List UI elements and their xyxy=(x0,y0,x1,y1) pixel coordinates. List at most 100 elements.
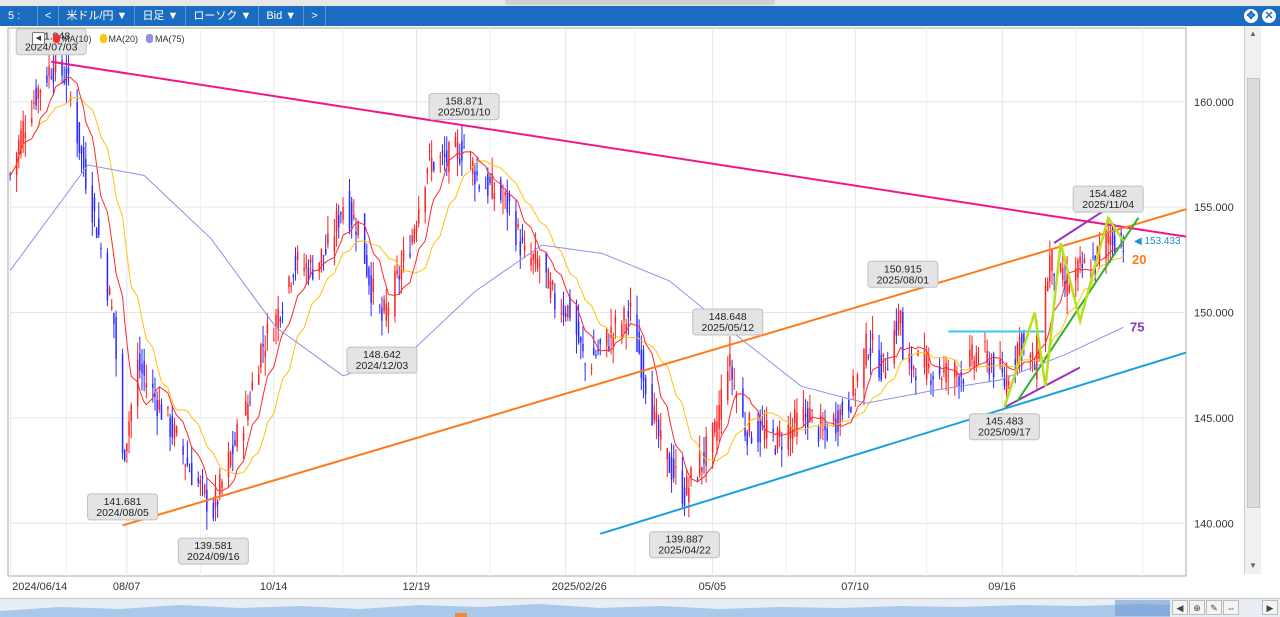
candle-body xyxy=(560,313,563,315)
ma20-line xyxy=(9,96,1124,475)
move-icon[interactable]: ✥ xyxy=(1244,9,1258,23)
candle-body xyxy=(474,171,476,185)
candle-body xyxy=(856,374,859,382)
back-button[interactable]: < xyxy=(38,6,60,26)
candle-body xyxy=(564,313,567,317)
candle-body xyxy=(199,479,202,485)
candle-body xyxy=(971,344,973,360)
candle-body xyxy=(1090,275,1092,277)
candle-body xyxy=(826,428,828,440)
scroll-left-icon[interactable]: ◀ xyxy=(1172,600,1188,615)
scroll-down-icon[interactable]: ▼ xyxy=(1249,561,1257,570)
candle-body xyxy=(216,501,219,505)
ma75-line xyxy=(9,164,1124,404)
candle-body xyxy=(461,140,463,161)
legend-collapse-button[interactable]: ◀ xyxy=(32,32,45,45)
trendline-resistance xyxy=(51,60,1187,238)
candle-body xyxy=(930,380,932,385)
candle-body xyxy=(819,415,822,425)
candle-body xyxy=(962,380,965,384)
candle-body xyxy=(938,365,941,376)
symbol-dropdown[interactable]: 米ドル/円 ▼ xyxy=(59,6,136,26)
candle-body xyxy=(895,321,898,336)
x-tick-label: 08/07 xyxy=(113,581,141,593)
scroll-right-icon[interactable]: ▶ xyxy=(1262,600,1278,615)
candle-body xyxy=(98,218,100,236)
scrollbar-thumb[interactable] xyxy=(1247,78,1260,508)
scroll-up-icon[interactable]: ▲ xyxy=(1249,29,1257,38)
chart-type-dropdown[interactable]: ローソク ▼ xyxy=(186,6,260,26)
forward-button[interactable]: > xyxy=(304,6,326,26)
candle-body xyxy=(430,157,433,172)
candle-body xyxy=(953,362,956,378)
candle-body xyxy=(121,353,124,453)
candle-body xyxy=(342,206,344,220)
chart-toolbar: 5 : < 米ドル/円 ▼ 日足 ▼ ローソク ▼ Bid ▼ > ✥ ✕ xyxy=(0,6,1280,26)
close-icon[interactable]: ✕ xyxy=(1262,9,1276,23)
navigator-minimap[interactable] xyxy=(0,599,1170,617)
candle-body xyxy=(854,393,857,395)
candle-body xyxy=(413,229,416,241)
y-tick-label: 145.000 xyxy=(1194,413,1234,425)
candle-body xyxy=(1036,335,1038,380)
timeframe-dropdown[interactable]: 日足 ▼ xyxy=(135,6,187,26)
legend-ma75-label: MA(75) xyxy=(155,33,185,44)
ma10-swatch xyxy=(53,34,60,43)
candle-body xyxy=(852,376,854,396)
candle-body xyxy=(757,421,759,443)
candle-body xyxy=(610,326,612,338)
candle-body xyxy=(504,192,506,196)
candle-body xyxy=(355,231,357,236)
candle-body xyxy=(744,427,746,437)
candle-body xyxy=(675,466,677,468)
candle-body xyxy=(899,310,902,324)
candle-body xyxy=(1014,359,1016,365)
candle-body xyxy=(95,228,98,238)
candle-body xyxy=(863,349,865,389)
candlestick-chart[interactable]: 140.000 145.000 150.000 155.000 160.000 2024/… xyxy=(0,26,1244,598)
candle-body xyxy=(353,214,355,219)
candle-body xyxy=(521,237,524,242)
candle-body xyxy=(1020,334,1023,359)
grip-handle[interactable] xyxy=(505,0,775,5)
callout-date: 2025/11/04 xyxy=(1082,199,1134,211)
trendline-lower-support xyxy=(599,351,1187,535)
callout-price: 145.483 xyxy=(985,416,1023,428)
candle-body xyxy=(651,384,653,426)
window-resize-grip[interactable] xyxy=(0,0,1280,6)
navigator-window[interactable] xyxy=(1115,600,1170,616)
candle-body xyxy=(1016,344,1019,365)
zoom-icon[interactable]: ⊕ xyxy=(1189,600,1205,615)
candle-body xyxy=(928,363,930,368)
price-side-dropdown[interactable]: Bid ▼ xyxy=(259,6,305,26)
navigator-bar[interactable]: ◀ ⊕ ✎ ⇔ ▶ xyxy=(0,598,1280,617)
candle-body xyxy=(76,102,78,144)
candle-body xyxy=(288,276,290,288)
y-tick-label: 155.000 xyxy=(1194,202,1234,214)
candle-body xyxy=(31,118,33,124)
candle-body xyxy=(1113,235,1116,253)
vertical-scrollbar[interactable]: ▲ ▼ xyxy=(1244,26,1261,574)
callout-price: 150.915 xyxy=(884,263,922,275)
candle-body xyxy=(567,305,569,318)
candle-body xyxy=(18,140,20,154)
candle-body xyxy=(538,264,541,266)
candle-body xyxy=(229,452,232,466)
callout-box xyxy=(428,93,500,121)
candle-body xyxy=(1023,333,1025,345)
edit-icon[interactable]: ✎ xyxy=(1206,600,1222,615)
candle-body xyxy=(145,383,148,388)
candle-body xyxy=(309,258,312,263)
candle-body xyxy=(720,389,723,420)
candle-body xyxy=(714,420,716,433)
chart-area[interactable]: 140.000 145.000 150.000 155.000 160.000 2024/… xyxy=(0,26,1280,598)
candle-body xyxy=(441,150,444,153)
candle-body xyxy=(969,349,971,367)
candle-body xyxy=(1075,268,1077,281)
candle-body xyxy=(318,262,321,272)
candle-body xyxy=(201,476,204,479)
candle-body xyxy=(908,354,911,363)
range-icon[interactable]: ⇔ xyxy=(1223,600,1239,615)
